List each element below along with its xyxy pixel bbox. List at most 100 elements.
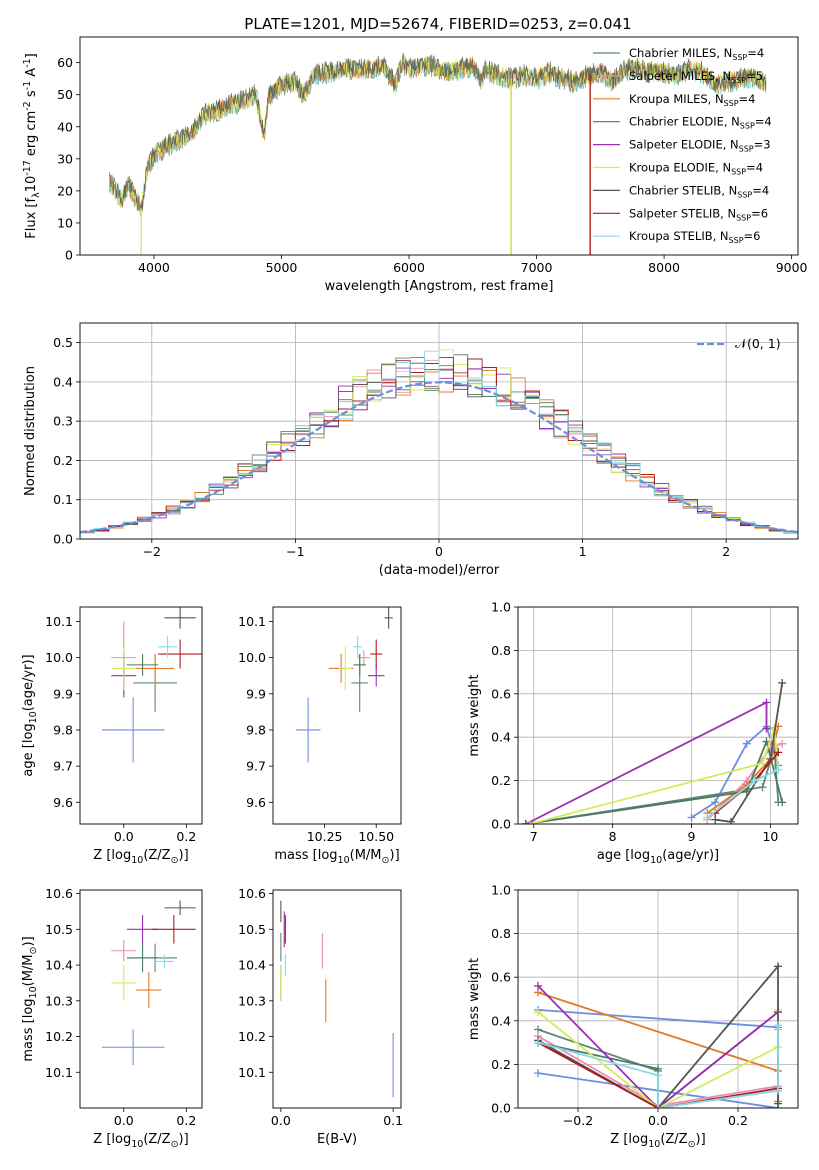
legend-entry: Salpeter MILES, NSSP=5 [629,69,763,85]
weight-point-marker [774,1021,782,1030]
weight-point-marker [762,724,771,733]
legend-entry-count: =4 [755,115,772,129]
x-axis-label: wavelength [Angstrom, rest frame] [325,279,554,294]
y-tick-label: 0.6 [491,970,511,985]
gridlines [518,606,798,825]
y-tick-label: 50 [57,87,73,102]
x-tick-label: 6000 [393,260,425,275]
axes-frame [517,889,799,1109]
y-tick-label: 9.8 [53,722,73,737]
x-tick-label: 9000 [776,260,808,275]
weight-series-line [715,682,784,823]
legend-entry: Kroupa MILES, NSSP=4 [629,92,755,108]
histogram-step [80,350,798,539]
x-axis-label: Z [log10(Z/Z⊙)] [610,1132,705,1150]
y-tick-label: 0.8 [491,643,511,658]
weight-point-marker [726,817,735,824]
axes-weight-vs-age: 7 8 9 10 0.0 0.2 0.4 0.6 0.8 1.0 age [log10(age/yr… [467,600,799,866]
legend-entry-count: =4 [746,161,763,175]
y-tick-label: 10.6 [45,886,73,901]
legend-entry-sub: SSP [737,190,752,199]
x-tick-label: −1 [286,544,304,559]
axes-frame [272,606,402,825]
y-tick-label: 1.0 [491,883,511,898]
y-tick-label: 10.4 [45,958,73,973]
plot-area [101,607,202,763]
x-tick-label: 1 [579,544,587,559]
weight-series-line [537,1025,779,1108]
y-axis-label: Flux [fλ10-17 erg cm-2 s-1 A-1] [22,53,42,238]
plot-area [101,900,196,1066]
y-tick-label: 10.2 [45,1029,73,1044]
y-axis-label: Normed distribution [23,366,38,496]
plot-area [280,900,394,1098]
legend-entry-count: =4 [739,92,756,106]
plot-area [521,678,787,824]
y-tick-label: 0.0 [491,817,511,832]
x-tick-label: 0.1 [383,1113,403,1128]
weight-point-marker [778,739,787,748]
y-axis-label: age [log10(age/yr)] [21,654,39,776]
x-tick-label: 0.0 [648,1113,668,1128]
y-tick-label: 0.2 [491,773,511,788]
axes-age-vs-Z: 0.0 0.2 9.6 9.7 9.8 9.9 10.0 10.1 Z [log10(Z/Z⊙)… [21,606,203,866]
weight-point-marker [758,759,767,768]
y-tick-label: 10 [57,215,73,230]
weight-point-marker [525,820,534,824]
y-tick-label: 0.2 [491,1057,511,1072]
legend-entry-sub: SSP [740,122,755,131]
y-tick-label: 0 [65,248,73,263]
weight-point-marker [774,748,783,757]
axes-frame [517,606,799,825]
y-tick-label: 0.6 [491,686,511,701]
weight-point-marker [521,820,530,824]
legend-entry: 𝒩(0, 1) [735,336,781,351]
axes-frame [79,889,203,1109]
y-tick-label: 0.8 [491,926,511,941]
x-axis-label: (data-model)/error [379,563,500,578]
weight-point-marker [774,1086,782,1095]
weight-series-line [691,724,780,819]
y-axis-label: mass weight [467,674,482,756]
histogram-legend: 𝒩(0, 1) [697,336,781,351]
x-tick-label: 0.0 [114,1113,134,1128]
x-tick-label: 0.0 [114,829,134,844]
y-tick-label: 10.2 [238,1029,266,1044]
y-tick-label: 9.6 [53,795,73,810]
legend-entry-sub: SSP [731,168,746,177]
legend-entry-text: Kroupa MILES, N [629,92,724,106]
legend-entry: Kroupa STELIB, NSSP=6 [629,229,760,245]
y-tick-label: 10.5 [238,922,266,937]
weight-point-marker [758,783,767,792]
y-tick-label: 10.4 [238,958,266,973]
figure-title: PLATE=1201, MJD=52674, FIBERID=0253, z=0… [244,15,631,33]
y-tick-label: 0.4 [53,374,73,389]
axes-frame [272,889,402,1109]
legend-entry-text: Chabrier ELODIE, N [629,115,740,129]
legend-entry: Chabrier ELODIE, NSSP=4 [629,115,772,131]
x-tick-label: −2 [143,544,161,559]
weight-point-marker [778,798,787,807]
axes-frame [79,606,203,825]
tick-marks [76,893,187,1112]
x-tick-label: 2 [722,544,730,559]
axes-mass-vs-ebv: 0.0 0.1 10.1 10.2 10.3 10.4 10.5 10.6 E(B-V) [238,886,403,1147]
x-axis-label: Z [log10(Z/Z⊙)] [93,848,188,866]
plot-area [80,349,798,539]
x-tick-label: 8 [609,829,617,844]
weight-series-line [706,726,780,814]
axes-weight-vs-Z: −0.2 0.0 0.2 0.0 0.2 0.4 0.6 0.8 1.0 Z [log10(Z/Z… [467,883,799,1150]
x-tick-label: −0.2 [563,1113,593,1128]
tick-marks [76,621,187,828]
y-tick-label: 9.9 [246,686,266,701]
legend-entry-sub: SSP [729,236,744,245]
weight-point-marker [534,1008,542,1017]
y-tick-label: 0.4 [491,730,511,745]
tick-marks [514,606,771,828]
x-tick-label: 8000 [648,260,680,275]
axes-mass-vs-Z: 0.0 0.2 10.1 10.2 10.3 10.4 10.5 10.6 Z [log10(Z… [21,886,203,1150]
weight-point-marker [534,1038,542,1047]
y-tick-label: 10.1 [238,1065,266,1080]
y-tick-label: 20 [57,183,73,198]
y-tick-label: 10.0 [45,650,73,665]
